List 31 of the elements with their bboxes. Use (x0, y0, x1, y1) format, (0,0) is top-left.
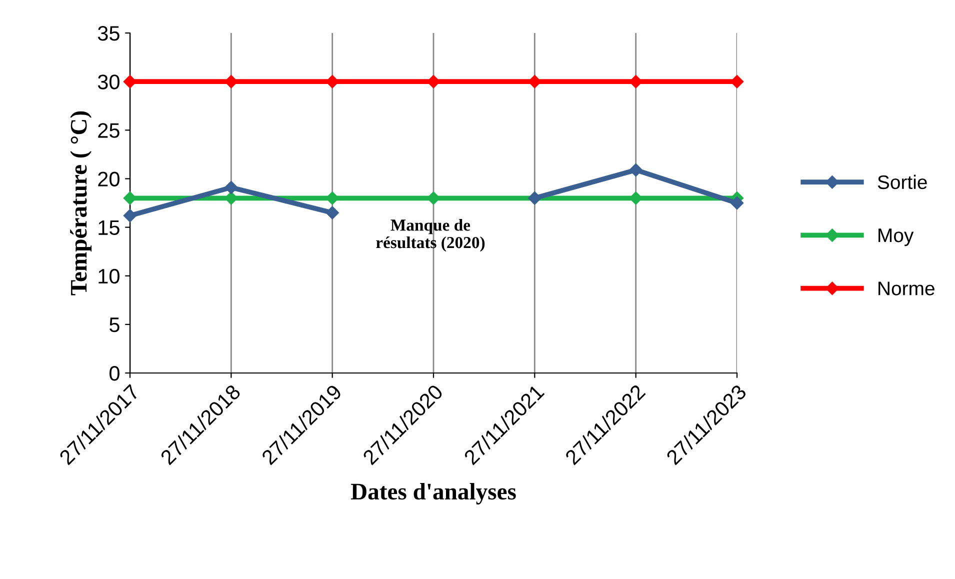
point (224, 74, 238, 88)
point (730, 196, 744, 210)
point (123, 192, 137, 205)
point (326, 74, 339, 88)
point (629, 74, 642, 88)
point (730, 74, 744, 88)
legend-label: Sortie (878, 174, 927, 190)
legend-label: Moy (878, 228, 914, 246)
y-tick-label: 0 (110, 366, 120, 381)
point (426, 192, 440, 205)
y-tick-label: 25 (98, 123, 120, 138)
legend-label: Norme (878, 282, 934, 296)
annotation: Manque de résultats (2020) (376, 219, 485, 252)
point (123, 74, 137, 88)
y-tick-label: 20 (98, 172, 120, 186)
y-tick-label: 35 (98, 26, 120, 41)
point (224, 180, 238, 194)
y-tick-label: 30 (98, 74, 120, 90)
x-axis-title: Dates d'analyses (350, 482, 516, 504)
point (426, 74, 440, 88)
point (629, 192, 642, 205)
y-tick-label: 5 (110, 318, 120, 332)
y-axis-title: Température ( °C) (70, 111, 92, 296)
point (123, 209, 137, 222)
y-tick-label: 15 (98, 220, 120, 236)
point (629, 163, 642, 177)
point (224, 192, 238, 205)
y-tick-label: 10 (98, 268, 120, 284)
point (326, 206, 339, 220)
point (528, 74, 542, 88)
point (326, 192, 339, 205)
